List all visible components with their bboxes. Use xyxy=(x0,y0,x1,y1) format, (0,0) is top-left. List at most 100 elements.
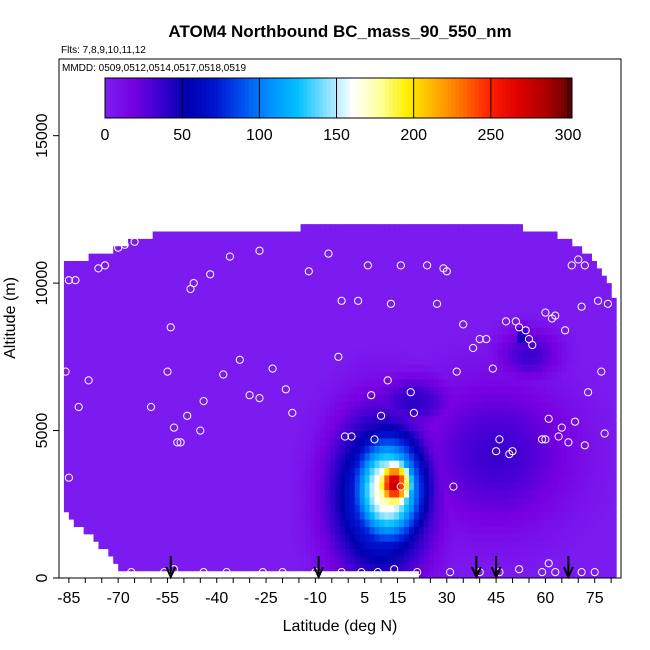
heatmap-cell xyxy=(389,504,395,513)
heatmap-cell xyxy=(576,401,583,410)
heatmap-cell xyxy=(492,437,499,446)
heatmap-cell xyxy=(468,504,474,513)
heatmap-cell xyxy=(142,238,149,247)
heatmap-cell xyxy=(251,312,257,321)
heatmap-cell xyxy=(98,378,104,387)
heatmap-cell xyxy=(359,297,366,306)
heatmap-cell xyxy=(438,526,445,535)
heatmap-cell xyxy=(221,371,228,380)
heatmap-cell xyxy=(256,526,262,535)
heatmap-cell xyxy=(147,533,154,542)
heatmap-cell xyxy=(349,349,356,358)
heatmap-cell xyxy=(157,261,164,269)
heatmap-cell xyxy=(211,489,218,498)
heatmap-cell xyxy=(167,548,173,557)
heatmap-cell xyxy=(251,504,257,513)
heatmap-cell xyxy=(63,342,70,351)
heatmap-cell xyxy=(399,511,405,520)
heatmap-cell xyxy=(295,430,302,439)
heatmap-cell xyxy=(187,371,193,380)
heatmap-cell xyxy=(473,445,479,454)
heatmap-cell xyxy=(389,386,395,395)
heatmap-cell xyxy=(551,327,558,336)
heatmap-cell xyxy=(320,445,326,454)
heatmap-cell xyxy=(226,519,233,527)
heatmap-cell xyxy=(561,401,568,410)
heatmap-cell xyxy=(497,474,504,483)
heatmap-cell xyxy=(517,253,523,262)
heatmap-cell xyxy=(399,246,405,255)
heatmap-cell xyxy=(241,519,247,527)
heatmap-cell xyxy=(270,423,277,432)
heatmap-cell xyxy=(275,297,282,306)
heatmap-cell xyxy=(211,238,218,247)
heatmap-cell xyxy=(221,312,228,321)
heatmap-cell xyxy=(231,452,238,461)
heatmap-cell xyxy=(394,334,400,343)
heatmap-cell xyxy=(340,548,346,557)
heatmap-cell xyxy=(310,489,316,498)
heatmap-cell xyxy=(132,430,139,439)
heatmap-cell xyxy=(315,349,321,358)
heatmap-cell xyxy=(344,474,351,483)
heatmap-cell xyxy=(561,541,568,550)
heatmap-cell xyxy=(73,297,80,306)
heatmap-cell xyxy=(423,283,430,292)
heatmap-cell xyxy=(128,364,134,373)
heatmap-cell xyxy=(201,555,208,564)
heatmap-cell xyxy=(197,467,203,476)
heatmap-cell xyxy=(566,423,573,432)
heatmap-cell xyxy=(468,356,474,365)
heatmap-cell xyxy=(354,297,361,306)
heatmap-cell xyxy=(556,496,563,505)
heatmap-cell xyxy=(123,342,129,351)
heatmap-cell xyxy=(478,533,484,542)
heatmap-cell xyxy=(399,519,405,527)
heatmap-cell xyxy=(142,408,149,417)
heatmap-cell xyxy=(266,541,272,550)
heatmap-cell xyxy=(280,305,287,314)
heatmap-cell xyxy=(261,437,267,446)
heatmap-cell xyxy=(369,312,376,321)
heatmap-cell xyxy=(295,496,302,505)
heatmap-cell xyxy=(379,349,385,358)
heatmap-cell xyxy=(389,460,395,469)
heatmap-cell xyxy=(142,371,149,380)
heatmap-cell xyxy=(399,526,405,535)
heatmap-cell xyxy=(108,349,114,358)
heatmap-cell xyxy=(537,408,543,417)
heatmap-cell xyxy=(221,452,228,461)
heatmap-cell xyxy=(270,474,277,483)
heatmap-cell xyxy=(295,401,302,410)
heatmap-cell xyxy=(261,526,267,535)
heatmap-cell xyxy=(497,327,504,336)
heatmap-cell xyxy=(581,268,588,277)
heatmap-cell xyxy=(280,430,287,439)
heatmap-cell xyxy=(542,467,548,476)
heatmap-cell xyxy=(142,445,149,454)
heatmap-cell xyxy=(285,437,292,446)
heatmap-cell xyxy=(270,305,277,314)
heatmap-cell xyxy=(226,415,233,424)
heatmap-cell xyxy=(132,467,139,476)
heatmap-cell xyxy=(88,519,95,527)
heatmap-cell xyxy=(132,319,139,328)
heatmap-cell xyxy=(379,371,385,380)
heatmap-cell xyxy=(211,253,218,262)
heatmap-cell xyxy=(586,519,593,527)
heatmap-cell xyxy=(290,452,297,461)
heatmap-cell xyxy=(172,533,178,542)
heatmap-cell xyxy=(330,482,336,491)
heatmap-cell xyxy=(374,489,381,498)
heatmap-cell xyxy=(596,401,602,410)
heatmap-cell xyxy=(566,356,573,365)
heatmap-cell xyxy=(389,519,395,527)
heatmap-cell xyxy=(596,393,602,402)
heatmap-cell xyxy=(172,364,178,373)
heatmap-cell xyxy=(349,496,356,505)
heatmap-cell xyxy=(330,312,336,321)
heatmap-cell xyxy=(566,437,573,446)
heatmap-cell xyxy=(601,445,607,454)
heatmap-cell xyxy=(463,253,469,262)
heatmap-cell xyxy=(542,334,548,343)
